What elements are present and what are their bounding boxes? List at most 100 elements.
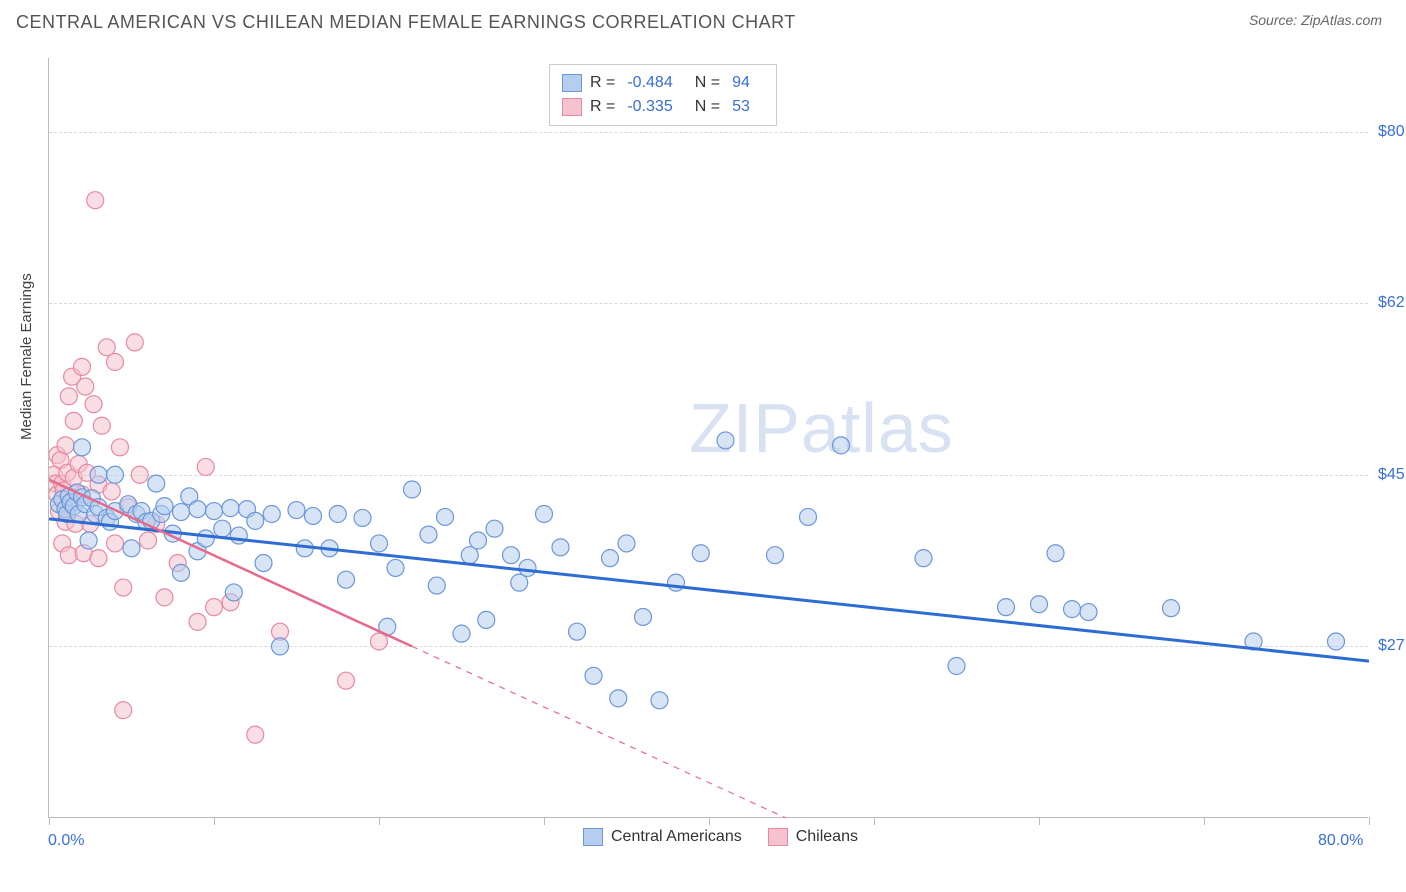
scatter-point — [173, 564, 190, 581]
y-axis-label: Median Female Earnings — [18, 273, 35, 440]
scatter-point — [90, 466, 107, 483]
trend-line-dashed — [412, 646, 825, 818]
scatter-point — [90, 550, 107, 567]
scatter-point — [1064, 601, 1081, 618]
chart-plot-area: ZIPatlas $27,500$45,000$62,500$80,000R =… — [48, 58, 1368, 818]
chart-title: CENTRAL AMERICAN VS CHILEAN MEDIAN FEMAL… — [16, 12, 796, 33]
scatter-point — [156, 498, 173, 515]
scatter-point — [80, 532, 97, 549]
scatter-point — [1031, 596, 1048, 613]
scatter-point — [107, 466, 124, 483]
ytick-label: $45,000 — [1378, 466, 1406, 484]
scatter-point — [206, 503, 223, 520]
scatter-point — [247, 726, 264, 743]
xtick — [874, 817, 875, 825]
corr-n-label: N = — [695, 71, 720, 95]
scatter-point — [354, 509, 371, 526]
scatter-point — [478, 611, 495, 628]
scatter-point — [263, 506, 280, 523]
scatter-point — [197, 458, 214, 475]
legend-swatch — [768, 828, 788, 846]
scatter-point — [60, 388, 77, 405]
xtick — [1369, 817, 1370, 825]
scatter-point — [74, 358, 91, 375]
scatter-point — [651, 692, 668, 709]
scatter-point — [140, 532, 157, 549]
xtick — [544, 817, 545, 825]
scatter-point — [536, 506, 553, 523]
correlation-row: R = -0.335 N = 53 — [562, 95, 764, 119]
scatter-point — [107, 354, 124, 371]
scatter-point — [77, 378, 94, 395]
xtick — [49, 817, 50, 825]
scatter-point — [115, 579, 132, 596]
scatter-point — [247, 512, 264, 529]
scatter-point — [214, 520, 231, 537]
scatter-point — [329, 506, 346, 523]
legend-item: Central Americans — [583, 828, 742, 846]
scatter-point — [635, 608, 652, 625]
scatter-point — [767, 547, 784, 564]
legend-label: Central Americans — [611, 828, 742, 846]
scatter-point — [74, 439, 91, 456]
scatter-point — [126, 334, 143, 351]
scatter-point — [338, 571, 355, 588]
scatter-point — [486, 520, 503, 537]
scatter-point — [833, 437, 850, 454]
scatter-point — [1163, 600, 1180, 617]
scatter-point — [692, 545, 709, 562]
scatter-point — [998, 599, 1015, 616]
scatter-point — [668, 574, 685, 591]
trend-line — [49, 519, 1369, 661]
scatter-point — [470, 532, 487, 549]
scatter-point — [1047, 545, 1064, 562]
xtick — [379, 817, 380, 825]
scatter-point — [197, 530, 214, 547]
scatter-point — [618, 535, 635, 552]
corr-n-label: N = — [695, 95, 720, 119]
corr-r-label: R = — [590, 95, 615, 119]
source-label: Source: ZipAtlas.com — [1249, 12, 1382, 28]
scatter-point — [404, 481, 421, 498]
scatter-point — [156, 589, 173, 606]
scatter-point — [65, 412, 82, 429]
scatter-point — [255, 555, 272, 572]
scatter-point — [222, 500, 239, 517]
legend-label: Chileans — [796, 828, 858, 846]
scatter-point — [610, 690, 627, 707]
scatter-point — [103, 483, 120, 500]
legend-item: Chileans — [768, 828, 858, 846]
scatter-point — [338, 672, 355, 689]
scatter-point — [57, 437, 74, 454]
scatter-point — [288, 502, 305, 519]
scatter-point — [60, 547, 77, 564]
scatter-point — [602, 550, 619, 567]
corr-n-value: 53 — [732, 95, 750, 119]
scatter-point — [503, 547, 520, 564]
legend: Central Americans Chileans — [583, 828, 858, 846]
scatter-point — [1328, 633, 1345, 650]
legend-swatch — [583, 828, 603, 846]
scatter-point — [111, 439, 128, 456]
xtick — [1204, 817, 1205, 825]
ytick-label: $80,000 — [1378, 123, 1406, 141]
corr-n-value: 94 — [732, 71, 750, 95]
scatter-point — [948, 658, 965, 675]
scatter-point — [519, 559, 536, 576]
scatter-point — [131, 466, 148, 483]
correlation-box: R = -0.484 N = 94R = -0.335 N = 53 — [549, 64, 777, 126]
ytick-label: $27,500 — [1378, 637, 1406, 655]
scatter-point — [272, 638, 289, 655]
scatter-point — [230, 527, 247, 544]
scatter-point — [87, 192, 104, 209]
scatter-point — [453, 625, 470, 642]
corr-r-value: -0.335 — [627, 95, 672, 119]
scatter-point — [93, 417, 110, 434]
scatter-point — [173, 504, 190, 521]
scatter-point — [800, 508, 817, 525]
scatter-point — [123, 540, 140, 557]
legend-swatch — [562, 74, 582, 92]
corr-r-value: -0.484 — [627, 71, 672, 95]
scatter-point — [189, 501, 206, 518]
scatter-point — [437, 508, 454, 525]
